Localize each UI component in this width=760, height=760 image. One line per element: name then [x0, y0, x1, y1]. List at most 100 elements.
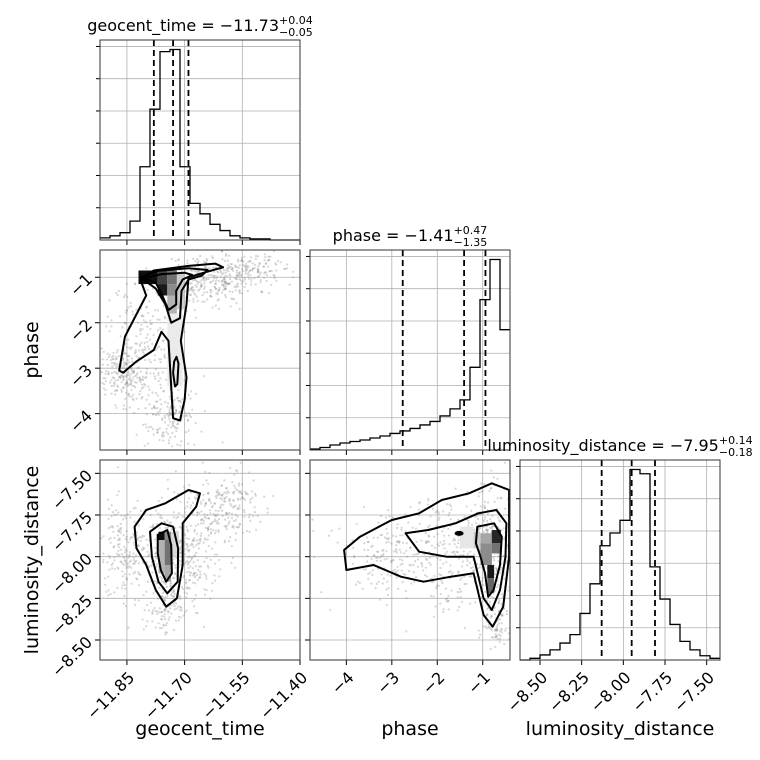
- density-phase-vs-luminosity_distance-point-202: [451, 571, 454, 575]
- density-geocent_time-vs-luminosity_distance-point-641: [128, 560, 131, 564]
- density-geocent_time-vs-luminosity_distance-point-314: [188, 571, 191, 574]
- density-phase-vs-luminosity_distance-point-59: [396, 540, 399, 543]
- density-geocent_time-vs-phase-point-648: [161, 371, 164, 374]
- density-phase-vs-luminosity_distance-point-800: [499, 637, 502, 640]
- density-geocent_time-vs-phase-point-424: [110, 385, 113, 388]
- density-geocent_time-vs-phase-point-105: [219, 275, 222, 278]
- density-geocent_time-vs-luminosity_distance-point-560: [238, 484, 241, 487]
- density-geocent_time-vs-phase-point-759: [110, 319, 113, 322]
- density-geocent_time-vs-phase-point-180: [201, 294, 204, 297]
- density-geocent_time-vs-luminosity_distance-point-7: [150, 564, 153, 567]
- density-geocent_time-vs-luminosity_distance-point-702: [137, 571, 140, 574]
- density-geocent_time-vs-phase-point-51: [215, 244, 217, 246]
- density-geocent_time-vs-phase-point-892: [273, 277, 276, 280]
- density-geocent_time-vs-luminosity_distance-point-629: [109, 536, 112, 540]
- density-geocent_time-vs-phase-point-754: [156, 346, 159, 349]
- density-phase-vs-luminosity_distance-point-188: [443, 542, 446, 545]
- density-geocent_time-vs-phase-point-637: [170, 426, 173, 429]
- density-geocent_time-vs-luminosity_distance-point-278: [203, 588, 206, 591]
- density-geocent_time-vs-phase-point-194: [192, 257, 195, 260]
- density-geocent_time-vs-luminosity_distance-point-837: [180, 609, 183, 612]
- density-geocent_time-vs-phase-point-325: [110, 372, 113, 375]
- density-phase-vs-luminosity_distance-point-807: [501, 614, 504, 617]
- density-geocent_time-vs-luminosity_distance-point-577: [235, 469, 238, 472]
- title-luminosity_distance-minus: −0.18: [719, 446, 753, 459]
- density-phase-vs-luminosity_distance-point-5: [404, 513, 407, 516]
- density-geocent_time-vs-phase-point-916: [267, 258, 270, 261]
- density-phase-vs-luminosity_distance-point-336: [474, 503, 477, 506]
- density-geocent_time-vs-luminosity_distance-point-274: [191, 539, 194, 543]
- density-phase-vs-luminosity_distance-point-554: [512, 491, 514, 493]
- density-phase-vs-luminosity_distance-point-356: [414, 576, 418, 579]
- density-geocent_time-vs-phase-point-230: [202, 277, 205, 280]
- density-phase-vs-luminosity_distance-point-363: [466, 564, 469, 567]
- density-geocent_time-vs-phase-point-300: [127, 354, 130, 357]
- density-geocent_time-vs-luminosity_distance-point-63: [192, 572, 195, 575]
- density-phase-vs-luminosity_distance-point-664: [425, 542, 428, 545]
- density-geocent_time-vs-luminosity_distance-point-506: [245, 493, 248, 496]
- density-phase-vs-luminosity_distance-point-472: [466, 490, 469, 493]
- density-geocent_time-vs-phase-point-927: [257, 270, 260, 274]
- density-geocent_time-vs-phase-point-450: [141, 395, 144, 399]
- density-geocent_time-vs-phase-point-479: [113, 361, 116, 364]
- density-geocent_time-vs-luminosity_distance-point-58: [211, 547, 214, 550]
- density-phase-vs-luminosity_distance-point-362: [449, 518, 452, 521]
- density-geocent_time-vs-phase-point-472: [128, 383, 131, 386]
- density-phase-vs-luminosity_distance-point-247: [412, 553, 415, 556]
- density-geocent_time-vs-luminosity_distance-point-536: [199, 500, 202, 503]
- density-phase-vs-luminosity_distance-point-21: [414, 527, 417, 530]
- density-geocent_time-vs-luminosity_distance-point-659: [112, 546, 115, 549]
- density-geocent_time-vs-phase-point-412: [133, 385, 136, 388]
- density-phase-vs-luminosity_distance-point-84: [432, 615, 435, 619]
- density-geocent_time-vs-phase-point-886: [257, 275, 260, 278]
- density-phase-vs-luminosity_distance-point-107: [396, 526, 399, 530]
- density-geocent_time-vs-luminosity_distance-point-402: [210, 521, 213, 525]
- density-geocent_time-vs-luminosity_distance-point-853: [167, 618, 170, 621]
- density-geocent_time-vs-phase-point-204: [214, 282, 217, 285]
- density-geocent_time-vs-luminosity_distance-point-243: [166, 519, 169, 522]
- density-geocent_time-vs-phase-point-68: [202, 276, 205, 279]
- density-geocent_time-vs-phase-point-604: [189, 415, 192, 419]
- density-phase-vs-luminosity_distance-point-278: [370, 582, 373, 585]
- density-phase-vs-luminosity_distance-point-78: [457, 557, 460, 560]
- density-geocent_time-vs-luminosity_distance-point-794: [163, 599, 167, 602]
- density-geocent_time-vs-luminosity_distance-point-116: [195, 544, 198, 547]
- density-geocent_time-vs-phase-point-720: [157, 413, 161, 416]
- density-geocent_time-vs-luminosity_distance-point-488: [225, 486, 228, 490]
- density-geocent_time-vs-luminosity_distance-point-445: [216, 494, 219, 497]
- density-geocent_time-vs-phase-point-280: [190, 286, 193, 289]
- density-phase-vs-luminosity_distance-point-16: [429, 563, 432, 566]
- density-geocent_time-vs-luminosity_distance-point-68: [198, 576, 201, 579]
- density-geocent_time-vs-phase-point-890: [236, 258, 239, 261]
- density-geocent_time-vs-luminosity_distance-point-808: [167, 610, 170, 613]
- density-phase-vs-luminosity_distance-point-7: [517, 548, 519, 550]
- density-geocent_time-vs-luminosity_distance-point-304: [219, 568, 222, 571]
- density-geocent_time-vs-phase-point-372: [122, 404, 126, 407]
- density-geocent_time-vs-luminosity_distance-point-574: [208, 499, 211, 502]
- density-phase-vs-luminosity_distance-point-347: [445, 597, 448, 600]
- density-geocent_time-vs-luminosity_distance-point-281: [184, 582, 187, 585]
- density-geocent_time-vs-phase-point-399: [120, 388, 123, 391]
- density-phase-vs-luminosity_distance-point-71: [407, 569, 411, 573]
- density-geocent_time-vs-luminosity_distance-point-249: [174, 564, 177, 567]
- density-phase-vs-luminosity_distance-point-79: [427, 535, 431, 538]
- density-geocent_time-vs-phase-point-744: [138, 343, 141, 346]
- density-geocent_time-vs-luminosity_distance-point-334: [154, 552, 157, 555]
- density-geocent_time-vs-luminosity_distance-point-120: [196, 559, 199, 562]
- density-geocent_time-vs-phase-point-420: [129, 373, 132, 376]
- density-phase-vs-luminosity_distance-point-216: [435, 587, 438, 590]
- density-geocent_time-vs-phase-point-532: [165, 427, 168, 430]
- density-geocent_time-vs-phase-point-781: [194, 293, 197, 296]
- density-geocent_time-vs-phase-point-964: [231, 267, 234, 270]
- density-phase-vs-luminosity_distance-point-667: [409, 546, 412, 549]
- density-phase-vs-luminosity_distance-point-588: [414, 553, 417, 556]
- density-geocent_time-vs-luminosity_distance-point-346: [172, 511, 175, 514]
- density-geocent_time-vs-phase-point-788: [125, 375, 128, 378]
- density-phase-vs-luminosity_distance-point-621: [367, 540, 370, 544]
- density-geocent_time-vs-luminosity_distance-point-819: [147, 609, 150, 612]
- density-geocent_time-vs-phase-point-267: [227, 267, 230, 270]
- density-geocent_time-vs-phase-point-489: [129, 378, 132, 381]
- density-geocent_time-vs-phase-point-150: [200, 279, 203, 282]
- density-phase-vs-luminosity_distance-point-737: [494, 629, 497, 632]
- density-geocent_time-vs-luminosity_distance-point-35: [158, 607, 162, 610]
